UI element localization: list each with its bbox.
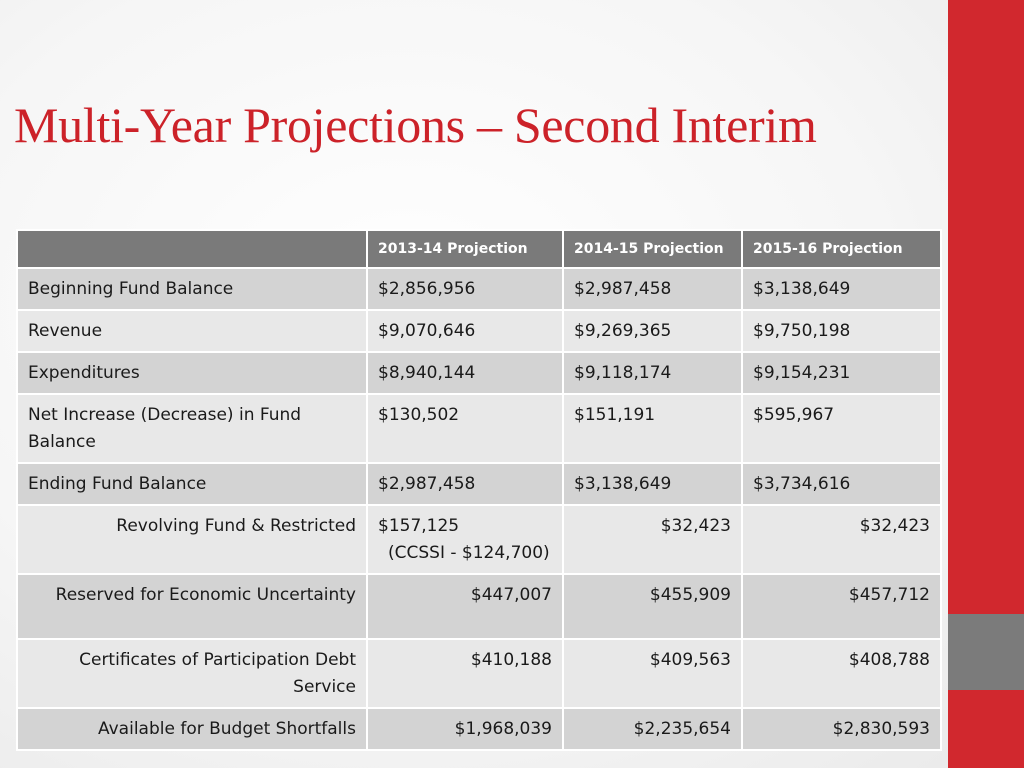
cell-value: $151,191 (562, 393, 743, 464)
table-row: Beginning Fund Balance $2,856,956 $2,987… (16, 267, 942, 311)
cell-value-with-note: $157,125 (CCSSI - $124,700) (366, 504, 564, 575)
table-row: Ending Fund Balance $2,987,458 $3,138,64… (16, 462, 942, 506)
accent-bar-gray (948, 614, 1024, 690)
cell-value: $3,734,616 (741, 462, 942, 506)
accent-bar-red-bottom (948, 690, 1024, 768)
header-cell-2015-16: 2015-16 Projection (741, 229, 942, 269)
cell-value: $409,563 (562, 638, 743, 709)
cell-value: $408,788 (741, 638, 942, 709)
cell-value: $447,007 (366, 573, 564, 640)
cell-value: $457,712 (741, 573, 942, 640)
cell-value: $455,909 (562, 573, 743, 640)
cell-value: $1,968,039 (366, 707, 564, 751)
row-label: Beginning Fund Balance (16, 267, 368, 311)
cell-value: $130,502 (366, 393, 564, 464)
row-label: Available for Budget Shortfalls (16, 707, 368, 751)
cell-value: $2,235,654 (562, 707, 743, 751)
cell-value: $9,750,198 (741, 309, 942, 353)
table-row: Net Increase (Decrease) in Fund Balance … (16, 393, 942, 464)
row-label: Revolving Fund & Restricted (16, 504, 368, 575)
row-label: Ending Fund Balance (16, 462, 368, 506)
cell-value: $8,940,144 (366, 351, 564, 395)
cell-value: $9,070,646 (366, 309, 564, 353)
header-cell-2013-14: 2013-14 Projection (366, 229, 564, 269)
cell-value: $2,987,458 (562, 267, 743, 311)
cell-value: $9,269,365 (562, 309, 743, 353)
table-row: Available for Budget Shortfalls $1,968,0… (16, 707, 942, 751)
cell-note: (CCSSI - $124,700) (388, 543, 550, 563)
cell-value: $157,125 (378, 516, 460, 536)
table-row: Revolving Fund & Restricted $157,125 (CC… (16, 504, 942, 575)
accent-bar-red-top (948, 0, 1024, 614)
cell-value: $9,118,174 (562, 351, 743, 395)
table-row: Certificates of Participation Debt Servi… (16, 638, 942, 709)
cell-value: $595,967 (741, 393, 942, 464)
cell-value: $410,188 (366, 638, 564, 709)
table-row: Reserved for Economic Uncertainty $447,0… (16, 573, 942, 640)
table-row: Expenditures $8,940,144 $9,118,174 $9,15… (16, 351, 942, 395)
cell-value: $3,138,649 (562, 462, 743, 506)
row-label: Certificates of Participation Debt Servi… (16, 638, 368, 709)
row-label: Revenue (16, 309, 368, 353)
table-header-row: 2013-14 Projection 2014-15 Projection 20… (16, 229, 942, 269)
row-label: Net Increase (Decrease) in Fund Balance (16, 393, 368, 464)
cell-value: $32,423 (562, 504, 743, 575)
cell-value: $2,830,593 (741, 707, 942, 751)
projections-table: 2013-14 Projection 2014-15 Projection 20… (16, 229, 942, 751)
header-cell-2014-15: 2014-15 Projection (562, 229, 743, 269)
table-row: Revenue $9,070,646 $9,269,365 $9,750,198 (16, 309, 942, 353)
header-cell-empty (16, 229, 368, 269)
slide-title: Multi-Year Projections – Second Interim (14, 97, 817, 153)
cell-value: $2,856,956 (366, 267, 564, 311)
cell-value: $2,987,458 (366, 462, 564, 506)
row-label: Reserved for Economic Uncertainty (16, 573, 368, 640)
row-label: Expenditures (16, 351, 368, 395)
cell-value: $32,423 (741, 504, 942, 575)
cell-value: $9,154,231 (741, 351, 942, 395)
cell-value: $3,138,649 (741, 267, 942, 311)
